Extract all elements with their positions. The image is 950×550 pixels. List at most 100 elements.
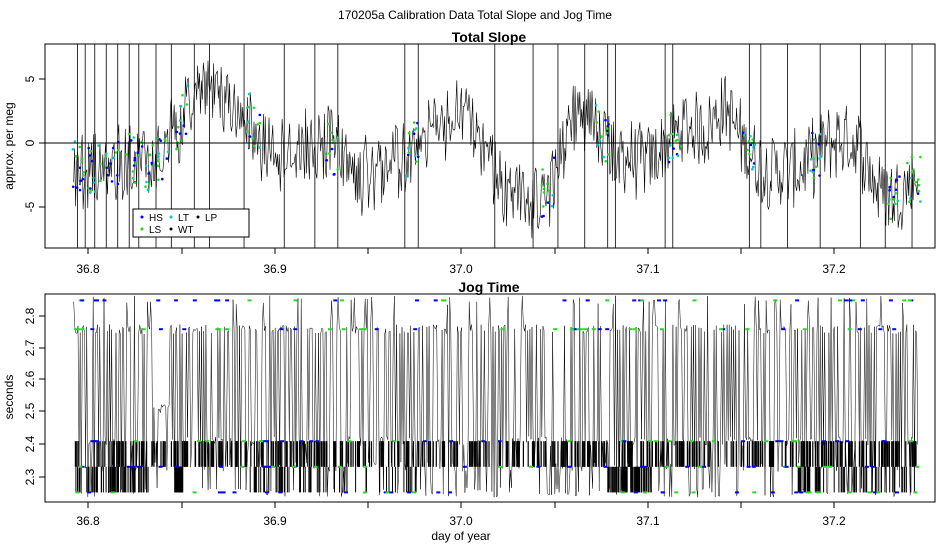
jog-calibration-marker bbox=[340, 299, 344, 302]
jog-calibration-marker bbox=[264, 440, 269, 443]
calibration-point bbox=[157, 178, 160, 182]
jog-calibration-marker bbox=[374, 328, 379, 331]
y-tick-label: 2.7 bbox=[23, 339, 37, 356]
jog-calibration-marker bbox=[262, 465, 267, 468]
calibration-point bbox=[914, 180, 917, 184]
jog-calibration-marker bbox=[137, 465, 142, 468]
jog-calibration-marker bbox=[848, 299, 853, 302]
calibration-point bbox=[132, 136, 136, 139]
calibration-point bbox=[252, 144, 256, 148]
jog-calibration-marker bbox=[309, 440, 314, 443]
calibration-point bbox=[89, 189, 92, 193]
jog-calibration-marker bbox=[640, 299, 645, 302]
calibration-point bbox=[175, 130, 179, 134]
jog-calibration-marker bbox=[280, 440, 285, 443]
calibration-point bbox=[111, 146, 115, 150]
calibration-point bbox=[165, 157, 169, 160]
jog-calibration-marker bbox=[664, 465, 669, 468]
calibration-point bbox=[144, 185, 147, 188]
jog-calibration-marker bbox=[389, 491, 394, 494]
calibration-point bbox=[909, 197, 912, 200]
jog-calibration-marker bbox=[264, 491, 269, 494]
jog-calibration-marker bbox=[591, 328, 596, 331]
jog-calibration-marker bbox=[529, 465, 533, 468]
jog-calibration-marker bbox=[643, 491, 647, 494]
legend-box bbox=[132, 208, 250, 238]
calibration-point bbox=[97, 144, 100, 147]
calibration-point bbox=[671, 132, 674, 136]
calibration-point bbox=[598, 139, 601, 142]
jog-calibration-marker bbox=[215, 328, 220, 331]
jog-calibration-marker bbox=[225, 299, 230, 302]
y-tick-label: 0 bbox=[23, 139, 37, 146]
jog-calibration-marker bbox=[80, 465, 85, 468]
calibration-point bbox=[134, 161, 137, 164]
calibration-point bbox=[414, 127, 418, 130]
jog-calibration-marker bbox=[95, 440, 99, 443]
calibration-point bbox=[164, 139, 167, 143]
jog-calibration-marker bbox=[847, 328, 852, 331]
calibration-point bbox=[547, 189, 551, 192]
calibration-point bbox=[817, 142, 821, 146]
calibration-point bbox=[87, 186, 90, 190]
calibration-point bbox=[116, 182, 120, 186]
calibration-point bbox=[749, 135, 752, 138]
jog-calibration-marker bbox=[268, 465, 272, 468]
x-tick-label: 37.2 bbox=[822, 514, 846, 528]
calibration-point bbox=[178, 132, 182, 135]
calibration-point bbox=[125, 153, 128, 156]
jog-calibration-marker bbox=[192, 491, 197, 494]
jog-calibration-marker bbox=[770, 491, 775, 494]
legend: HS LS LT WT LP bbox=[132, 208, 250, 238]
calibration-point bbox=[919, 200, 922, 203]
jog-calibration-marker bbox=[216, 299, 221, 302]
jog-calibration-marker bbox=[500, 328, 505, 331]
jog-calibration-marker bbox=[90, 328, 95, 331]
jog-time-title: Jog Time bbox=[458, 279, 519, 295]
calibration-point bbox=[151, 144, 154, 147]
jog-calibration-marker bbox=[741, 440, 745, 443]
calibration-point bbox=[751, 165, 755, 169]
jog-calibration-marker bbox=[691, 491, 696, 494]
calibration-point bbox=[133, 159, 136, 162]
calibration-point bbox=[407, 146, 410, 150]
jog-calibration-marker bbox=[449, 440, 454, 443]
calibration-point bbox=[917, 183, 921, 187]
jog-calibration-marker bbox=[75, 491, 80, 494]
jog-calibration-marker bbox=[182, 328, 187, 331]
calibration-point bbox=[814, 165, 818, 169]
calibration-point bbox=[133, 156, 137, 160]
calibration-point bbox=[324, 152, 327, 156]
calibration-point bbox=[156, 159, 160, 162]
jog-calibration-marker bbox=[80, 299, 85, 302]
y-axis-total-slope: 5 0 -5 approx. per meg bbox=[2, 75, 45, 212]
jog-calibration-marker bbox=[667, 440, 672, 443]
x-tick-label: 36.8 bbox=[76, 262, 100, 276]
x-tick-label: 36.8 bbox=[76, 514, 100, 528]
jog-calibration-marker bbox=[847, 491, 851, 494]
total-slope-title: Total Slope bbox=[452, 29, 527, 45]
x-tick-label: 36.9 bbox=[263, 514, 287, 528]
calibration-point bbox=[541, 168, 544, 171]
jog-calibration-marker bbox=[333, 299, 338, 302]
calibration-point bbox=[813, 138, 816, 141]
calibration-point bbox=[811, 131, 814, 135]
jog-calibration-marker bbox=[570, 328, 575, 331]
calibration-point bbox=[336, 136, 339, 139]
calibration-point bbox=[604, 159, 607, 163]
jog-calibration-marker bbox=[795, 299, 800, 302]
jog-calibration-marker bbox=[536, 465, 541, 468]
legend-label-lt: LT bbox=[178, 213, 189, 224]
calibration-point bbox=[892, 195, 895, 199]
calibration-point bbox=[159, 139, 163, 143]
jog-calibration-marker bbox=[293, 328, 298, 331]
jog-calibration-marker bbox=[292, 465, 296, 468]
calibration-point bbox=[896, 199, 900, 203]
jog-calibration-marker bbox=[433, 299, 438, 302]
calibration-point bbox=[330, 147, 334, 151]
legend-label-wt: WT bbox=[178, 225, 194, 236]
jog-calibration-marker bbox=[156, 299, 161, 302]
jog-calibration-marker bbox=[864, 465, 869, 468]
calibration-point bbox=[671, 156, 674, 160]
